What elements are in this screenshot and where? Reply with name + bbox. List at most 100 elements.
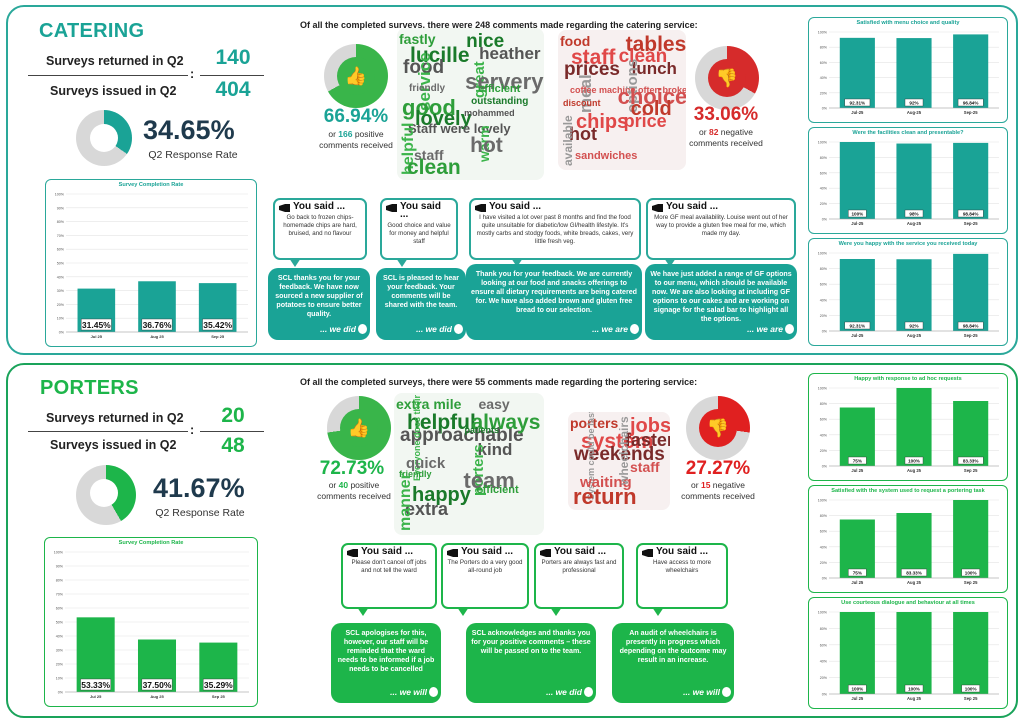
cloud-word: Staff were lovely: [408, 121, 511, 137]
porters-system-chart: Satisfied with the system used to reques…: [808, 485, 1008, 593]
catering-issued-value: 404: [215, 78, 251, 101]
bar: [839, 519, 875, 578]
data-label-box: [957, 321, 984, 330]
bar: [839, 142, 875, 219]
cloud-word: team: [463, 468, 515, 494]
data-label-box: [961, 684, 980, 693]
porters-positive-word-cloud: extra mile helpful approachable Everyone do…: [394, 393, 544, 535]
cloud-word: wheelchairs: [616, 416, 631, 486]
cloud-word: outstanding: [471, 95, 529, 107]
data-label-box: [904, 321, 924, 330]
y-tick-label: 50%: [56, 621, 64, 625]
thumbs-up-icon: 👍: [340, 409, 378, 447]
chart-title: Survey Completion Rate: [118, 540, 184, 546]
y-tick-label: 30%: [56, 649, 64, 653]
x-tick-label: Aug 25: [907, 468, 922, 473]
data-label: 75%: [853, 459, 862, 464]
y-tick-label: 80%: [820, 402, 828, 406]
data-label-box: [901, 568, 927, 577]
x-tick-label: Aug-25: [907, 221, 922, 226]
y-tick-label: 80%: [820, 46, 828, 50]
porters-negative-donut: 👎: [686, 396, 750, 460]
cloud-word: cold: [630, 98, 672, 120]
porters-you-said-4: You said ... Have access to more wheelcha…: [636, 543, 728, 616]
megaphone-icon: You said ...: [652, 202, 790, 212]
thumbs-up-icon: 👍: [337, 57, 375, 95]
cloud-word: helpful: [407, 410, 476, 434]
cloud-word: system: [581, 429, 654, 453]
bar-chart: 100% 90% 80% 70% 60% 50% 40% 30% 20% 10% 0% 53.33% J…: [54, 551, 249, 699]
catering-negative-word-cloud: food staff prices meal coffee machine often …: [558, 30, 686, 170]
catering-returned-value: 140: [215, 46, 251, 69]
data-label: 98.84%: [963, 212, 979, 217]
cloud-word: quick: [406, 454, 446, 472]
cloud-word: hot: [470, 134, 503, 158]
cloud-word: staff: [630, 459, 660, 475]
cloud-word: lunch: [631, 59, 677, 78]
y-tick-label: 40%: [820, 660, 828, 664]
cloud-word: friendly: [399, 469, 432, 480]
y-tick-label: 60%: [820, 530, 828, 534]
y-tick-label: 100%: [54, 551, 64, 555]
bar: [896, 612, 932, 694]
bar-chart: 100% 80% 60% 40% 20% 0% 75% Jul 25 100% Aug 25 83.…: [818, 387, 999, 473]
data-label: 31.45%: [82, 320, 111, 330]
x-tick-label: Sep 25: [211, 334, 225, 339]
catering-response-donut: [76, 110, 132, 166]
cloud-word: waiting: [580, 473, 632, 491]
data-label: 37.50%: [143, 680, 172, 690]
megaphone-icon: You said ...: [642, 547, 722, 557]
cloud-word: coffee machine often broken: [570, 85, 686, 95]
y-tick-label: 20%: [820, 314, 828, 318]
data-label: 100%: [965, 687, 977, 692]
bar-chart: 100% 80% 60% 40% 20% 0% 100% Jul-25 98% Aug-25 98.…: [818, 141, 999, 226]
chart-title: Were the facilities clean and presentabl…: [852, 130, 964, 136]
cloud-word: clean: [407, 156, 461, 179]
catering-completion-chart: Survey Completion Rate 100% 90% 80% 70% 60% 50…: [45, 179, 257, 347]
porters-returned-label: Surveys returned in Q2: [46, 411, 184, 425]
porters-issued-label: Surveys issued in Q2: [50, 438, 177, 452]
y-tick-label: 0%: [822, 577, 828, 581]
porters-issued-value: 48: [221, 434, 245, 457]
y-tick-label: 60%: [820, 171, 828, 175]
data-label: 100%: [851, 212, 863, 217]
catering-response-label: Q2 Response Rate: [148, 149, 238, 161]
cloud-word: patients: [464, 425, 500, 436]
porters-positive-pct: 72.73%: [319, 458, 385, 479]
porters-you-said-1: You said ... Please don't cancel off jobs…: [341, 543, 437, 616]
y-tick-label: 20%: [820, 676, 828, 680]
cloud-word: discount: [563, 98, 601, 108]
y-tick-label: 100%: [818, 252, 828, 256]
bar: [839, 612, 875, 694]
y-tick-label: 0%: [822, 330, 828, 334]
cloud-word: lovely: [415, 108, 472, 131]
porters-returned-value: 20: [221, 404, 245, 427]
data-label-box: [904, 98, 924, 107]
bar: [953, 34, 989, 109]
data-label: 92.31%: [850, 101, 866, 106]
y-tick-label: 80%: [820, 514, 828, 518]
porters-adhoc-chart: Happy with response to ad hoc requests 10…: [808, 373, 1008, 481]
data-label-box: [141, 318, 173, 331]
cloud-word: always: [471, 410, 541, 434]
cloud-word: nice: [466, 31, 505, 52]
y-tick-label: 60%: [820, 643, 828, 647]
y-tick-label: 80%: [57, 220, 65, 224]
y-tick-label: 40%: [820, 545, 828, 549]
cloud-word: efficient: [478, 82, 521, 95]
cloud-word: choice: [617, 84, 686, 109]
megaphone-icon: You said ...: [279, 202, 361, 212]
y-tick-label: 80%: [56, 579, 64, 583]
cloud-word: servery: [465, 68, 544, 94]
data-label-box: [80, 678, 111, 691]
porters-response-4: An audit of wheelchairs is presently in …: [612, 623, 734, 703]
data-label-box: [961, 568, 980, 577]
y-tick-label: 40%: [820, 433, 828, 437]
catering-you-said-3: You said ... I have visited a lot over pa…: [469, 198, 641, 267]
y-tick-label: 100%: [818, 611, 828, 615]
catering-clean-chart: Were the facilities clean and presentabl…: [808, 127, 1008, 234]
porters-negative-caption: or 15 negative comments received: [681, 480, 755, 501]
y-tick-label: 20%: [57, 303, 65, 307]
data-label: 75%: [853, 571, 862, 576]
y-tick-label: 20%: [820, 561, 828, 565]
